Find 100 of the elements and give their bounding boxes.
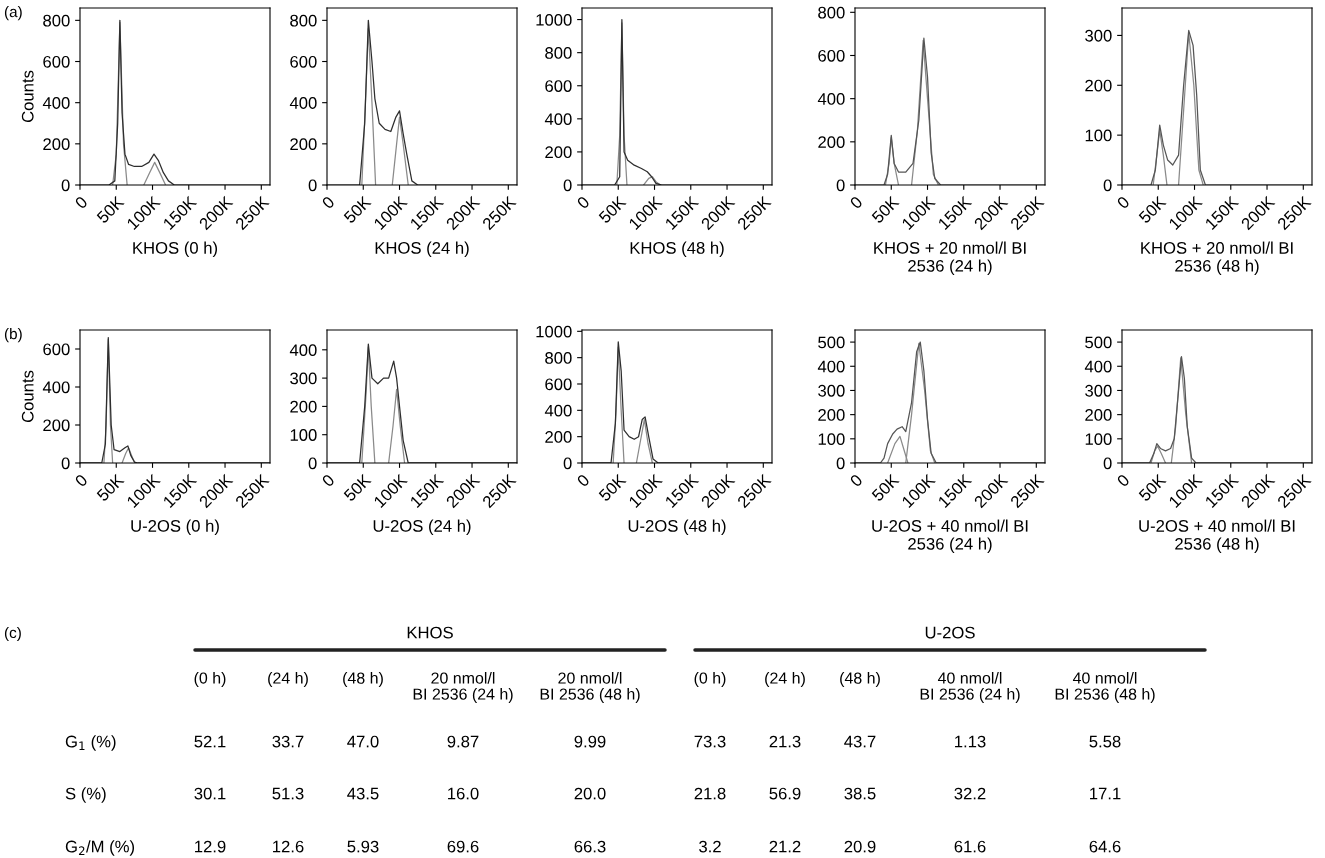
- x-tick-label: 0: [1116, 195, 1131, 210]
- y-tick-label: 200: [290, 138, 317, 151]
- y-tick-label: 400: [544, 113, 572, 126]
- y-tick-label: 300: [290, 372, 317, 385]
- x-axis-title: KHOS + 20 nmol/l BI 2536 (48 h): [1141, 241, 1293, 276]
- x-axis-title: U-2OS (0 h): [131, 519, 219, 536]
- text: 43.5: [347, 787, 379, 800]
- category-label: 40 nmol/l BI 2536 (24 h): [920, 672, 1020, 703]
- y-tick-label: 400: [817, 360, 845, 373]
- y-tick-label: 0: [61, 179, 70, 192]
- text: KHOS: [407, 626, 453, 639]
- x-tick-label: 0: [576, 473, 591, 488]
- text: 1.13: [955, 735, 986, 748]
- text: 9.99: [574, 735, 606, 748]
- text: 43.7: [844, 735, 876, 748]
- y-tick-label: 1000: [536, 325, 572, 338]
- y-tick-label: 400: [1084, 360, 1112, 373]
- category-label: (24 h): [765, 672, 805, 687]
- x-tick-label: 0: [1116, 473, 1131, 488]
- text: 20.0: [574, 787, 606, 800]
- category-label: G$_{1}$ (%): [65, 735, 116, 751]
- category-label: (0 h): [194, 672, 226, 687]
- x-axis-title: KHOS (48 h): [630, 241, 724, 258]
- x-tick-label: 0: [321, 473, 336, 488]
- text: 3.2: [699, 840, 721, 853]
- text: (b): [4, 328, 22, 343]
- y-tick-label: 0: [563, 179, 572, 192]
- x-tick-label: 50K: [96, 195, 125, 224]
- y-tick-label: 200: [43, 138, 70, 151]
- y-tick-label: 600: [545, 80, 572, 92]
- y-tick-label: 200: [818, 136, 845, 149]
- y-tick-label: 400: [289, 97, 317, 109]
- y-tick-label: 0: [1103, 457, 1112, 470]
- text: 17.1: [1090, 787, 1121, 800]
- x-axis-title: KHOS (24 h): [375, 241, 469, 258]
- y-tick-label: 600: [290, 55, 317, 68]
- text: 21.8: [694, 787, 726, 800]
- x-axis-title: U-2OS (48 h): [628, 519, 726, 536]
- y-tick-label: 0: [308, 179, 317, 192]
- category-label: G$_{2}$/M (%): [65, 840, 135, 856]
- text: 64.6: [1089, 840, 1121, 853]
- category-label: (24 h): [268, 672, 308, 687]
- category-label: S (%): [65, 787, 106, 803]
- text: 52.1: [194, 735, 226, 748]
- y-tick-label: 800: [545, 352, 572, 364]
- y-tick-label: 100: [818, 433, 845, 446]
- text: U-2OS: [925, 626, 975, 639]
- y-tick-label: 1000: [536, 13, 572, 26]
- category-label: (0 h): [694, 672, 726, 687]
- x-tick-label: 50K: [871, 195, 900, 224]
- x-tick-label: 0: [849, 195, 864, 210]
- y-tick-label: 400: [817, 93, 845, 105]
- x-axis-title: KHOS (0 h): [133, 241, 218, 258]
- text: 16.0: [448, 787, 479, 800]
- y-tick-label: 800: [545, 47, 572, 59]
- category-label: (48 h): [840, 672, 880, 687]
- y-tick-label: 800: [290, 14, 317, 27]
- x-tick-label: 0: [74, 473, 89, 488]
- y-tick-label: 300: [1085, 384, 1112, 397]
- y-tick-label: 200: [545, 146, 572, 159]
- y-tick-label: 600: [43, 55, 70, 68]
- x-tick-label: 50K: [96, 473, 125, 502]
- y-tick-label: 0: [836, 179, 845, 192]
- x-tick-label: 50K: [871, 473, 900, 502]
- y-tick-label: 400: [42, 381, 70, 394]
- y-tick-label: 200: [818, 409, 845, 421]
- text: 30.1: [194, 787, 226, 800]
- y-tick-label: 100: [1085, 129, 1112, 142]
- y-tick-label: 400: [42, 97, 70, 109]
- text: (c): [4, 626, 21, 642]
- y-tick-label: 300: [818, 384, 845, 397]
- text: 38.5: [844, 787, 876, 800]
- text: 73.3: [694, 735, 726, 748]
- text: 5.58: [1089, 735, 1121, 748]
- y-tick-label: 0: [1103, 179, 1112, 192]
- y-tick-label: 0: [563, 457, 572, 470]
- y-tick-label: 300: [1085, 29, 1112, 42]
- y-tick-label: 200: [290, 400, 317, 413]
- x-tick-label: 0: [576, 195, 591, 210]
- y-tick-label: 800: [43, 14, 70, 27]
- y-tick-label: 200: [1085, 79, 1112, 92]
- x-axis-title: U-2OS + 40 nmol/l BI 2536 (48 h): [1139, 519, 1295, 554]
- y-tick-label: 100: [1085, 433, 1112, 446]
- y-tick-label: 0: [308, 457, 317, 470]
- category-label: 40 nmol/l BI 2536 (48 h): [1055, 672, 1155, 703]
- text: 20.9: [844, 840, 876, 853]
- x-axis-title: KHOS + 20 nmol/l BI 2536 (24 h): [874, 241, 1026, 276]
- y-axis-title: Counts: [21, 370, 34, 423]
- text: 47.0: [347, 735, 379, 748]
- y-tick-label: 500: [818, 336, 845, 349]
- category-label: (48 h): [343, 672, 383, 687]
- y-tick-label: 200: [43, 419, 70, 432]
- y-tick-label: 0: [836, 457, 845, 470]
- category-label: 20 nmol/l BI 2536 (48 h): [540, 672, 640, 703]
- x-tick-label: 50K: [1138, 195, 1167, 224]
- category-label: 20 nmol/l BI 2536 (24 h): [413, 672, 513, 703]
- x-tick-label: 0: [321, 195, 336, 210]
- y-tick-label: 0: [61, 457, 70, 470]
- y-tick-label: 200: [1085, 409, 1112, 421]
- text: 9.87: [447, 735, 479, 748]
